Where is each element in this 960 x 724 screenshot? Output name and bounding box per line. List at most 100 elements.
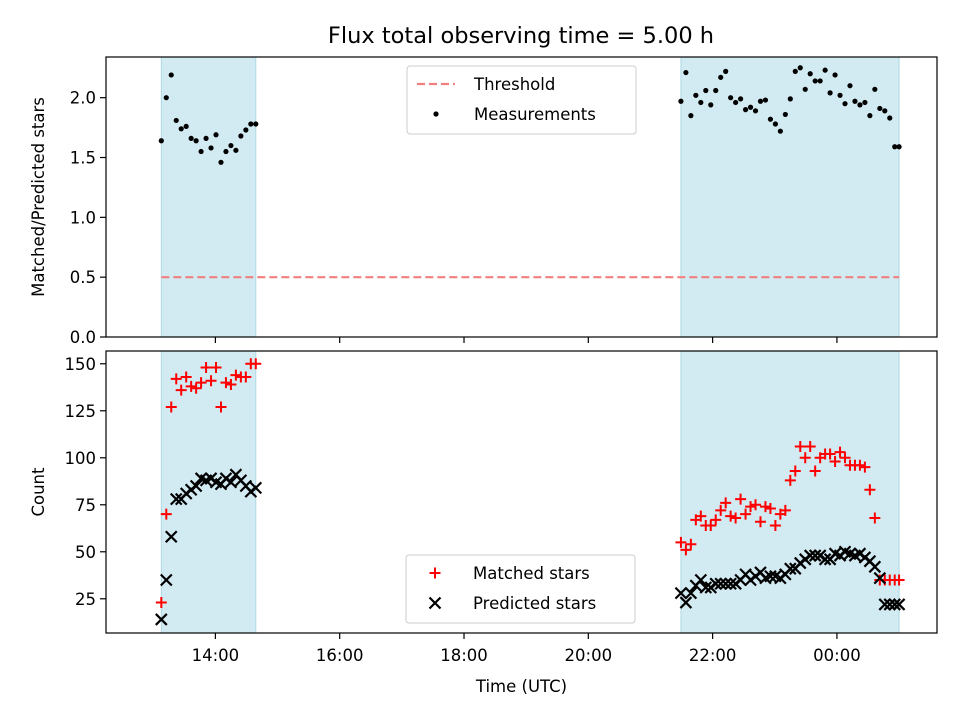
predicted-star-point xyxy=(818,553,832,566)
y-tick-label: 100 xyxy=(65,449,97,468)
measurement-point xyxy=(832,72,838,78)
measurement-point xyxy=(752,108,759,114)
measurement-point xyxy=(228,142,234,149)
measurement-point xyxy=(896,144,902,150)
predicted-star-point xyxy=(808,549,822,562)
predicted-star-point xyxy=(709,577,723,591)
measurement-point xyxy=(188,135,194,141)
matched-star-point xyxy=(710,514,722,526)
predicted-star-point xyxy=(674,586,688,600)
y-tick-label: 2.0 xyxy=(70,89,96,108)
predicted-star-point xyxy=(873,571,887,585)
measurement-point xyxy=(777,128,783,134)
matched-star-point xyxy=(725,510,737,522)
matched-star-point xyxy=(769,519,781,531)
predicted-star-point xyxy=(164,530,178,544)
legend-ratio: Threshold Measurements xyxy=(406,65,637,135)
measurement-point xyxy=(218,159,224,165)
measurement-point xyxy=(827,90,833,96)
y-tick-label: 1.0 xyxy=(70,208,96,227)
predicted-star-point xyxy=(224,475,238,489)
matched-star-point xyxy=(680,544,692,556)
measurement-point xyxy=(163,95,169,101)
matched-star-point xyxy=(735,493,747,505)
matched-star-point xyxy=(869,512,881,524)
matched-star-point xyxy=(859,461,871,473)
matched-star-point xyxy=(220,377,232,389)
measurement-point xyxy=(718,74,724,80)
y-tick-label: 1.5 xyxy=(70,149,96,168)
y-tick-label: 25 xyxy=(75,590,96,609)
measurement-point xyxy=(723,68,729,74)
matched-star-point xyxy=(165,401,177,413)
measurement-point xyxy=(733,99,739,106)
predicted-star-point xyxy=(155,613,168,626)
legend-label: Matched stars xyxy=(473,564,590,583)
measurement-point xyxy=(772,121,778,127)
x-tick-label: 22:00 xyxy=(689,646,737,665)
measurement-point xyxy=(787,96,793,102)
matched-star-point xyxy=(750,499,762,511)
measurement-point xyxy=(253,121,259,127)
matched-star-point xyxy=(824,448,836,460)
matched-star-point xyxy=(715,504,727,516)
predicted-star-point xyxy=(699,581,713,594)
legend-box xyxy=(405,554,636,624)
x-tick-label: 18:00 xyxy=(440,646,488,665)
matched-star-point xyxy=(864,484,876,496)
measurement-point xyxy=(693,92,699,98)
measurement-point xyxy=(168,72,174,78)
measurement-point xyxy=(178,126,184,132)
matched-star-point xyxy=(720,497,732,509)
matched-star-point xyxy=(804,441,816,453)
matched-star-point xyxy=(225,378,237,390)
matched-star-point xyxy=(834,446,846,458)
predicted-star-point xyxy=(803,549,817,562)
predicted-star-point xyxy=(724,577,737,591)
x-axis-label: Time (UTC) xyxy=(475,677,567,696)
matched-star-point xyxy=(190,382,202,394)
predicted-star-point xyxy=(883,598,897,611)
matched-star-point xyxy=(705,519,717,531)
y-tick-label: 0.5 xyxy=(70,268,96,287)
measurement-point xyxy=(203,135,209,141)
measurement-point xyxy=(862,99,868,106)
measurement-point xyxy=(698,99,704,106)
measurement-point xyxy=(223,148,229,155)
matched-star-point xyxy=(195,377,207,389)
observing-span-0 xyxy=(160,56,257,338)
predicted-star-point xyxy=(764,569,777,583)
observing-span-0 xyxy=(160,350,257,634)
matched-star-point xyxy=(794,441,806,453)
measurement-point xyxy=(703,87,709,94)
predicted-star-point xyxy=(169,492,183,506)
measurement-point xyxy=(158,138,164,144)
matched-star-point xyxy=(175,384,187,396)
measurement-point xyxy=(822,67,828,73)
legend-predicted-swatch xyxy=(428,596,442,610)
predicted-star-point xyxy=(189,479,203,493)
legend-label: Measurements xyxy=(474,105,596,124)
axes-frame-ratio xyxy=(105,56,938,338)
predicted-star-point xyxy=(719,577,732,591)
matched-star-point xyxy=(155,597,167,609)
predicted-star-point xyxy=(684,586,698,600)
measurement-point xyxy=(747,104,754,110)
matched-star-point xyxy=(745,501,757,513)
measurement-point xyxy=(887,115,893,121)
legend-counts: Matched stars Predicted stars xyxy=(405,554,636,624)
matched-star-point xyxy=(185,380,197,392)
measurement-point xyxy=(892,144,898,150)
measurement-point xyxy=(797,65,803,71)
measurement-point xyxy=(852,98,858,104)
measurement-point xyxy=(183,123,189,130)
x-tick-label: 00:00 xyxy=(813,646,861,665)
measurement-point xyxy=(742,107,749,113)
matched-star-point xyxy=(829,456,841,468)
matched-star-point xyxy=(789,465,801,477)
measurement-point xyxy=(213,132,219,138)
predicted-star-point xyxy=(160,573,173,587)
matched-star-point xyxy=(893,574,905,586)
